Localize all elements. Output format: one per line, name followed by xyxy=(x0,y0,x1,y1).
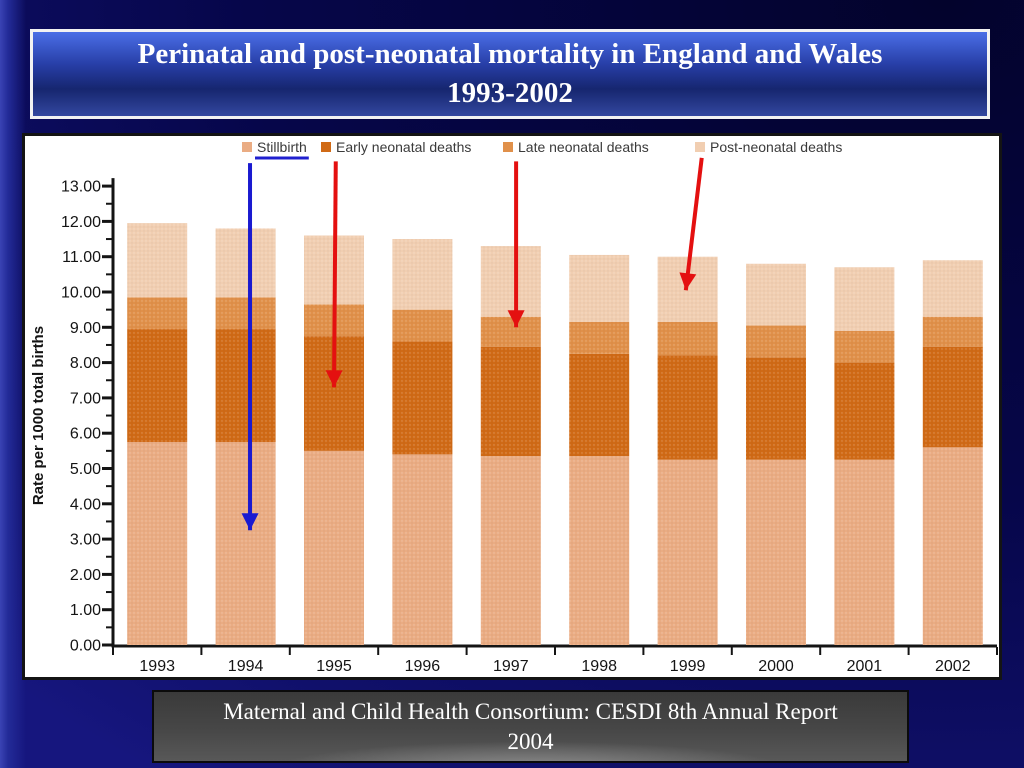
slide-title-line1: Perinatal and post-neonatal mortality in… xyxy=(137,38,883,70)
bar-1993-texture xyxy=(127,223,188,645)
bar-1996-texture xyxy=(392,239,453,646)
x-tick-label-1994: 1994 xyxy=(228,658,264,675)
x-tick-label-2000: 2000 xyxy=(758,658,794,675)
source-caption-box: Maternal and Child Health Consortium: CE… xyxy=(152,690,909,763)
bar-2000-texture xyxy=(746,263,806,645)
y-tick-label: 10.00 xyxy=(61,285,101,302)
legend-underline-stillbirth xyxy=(255,156,309,160)
y-tick-label: 5.00 xyxy=(70,461,101,478)
legend-label-stillbirth: Stillbirth xyxy=(257,139,307,155)
y-axis-title: Rate per 1000 total births xyxy=(30,326,47,505)
legend-swatch-stillbirth xyxy=(242,142,252,152)
bar-1998-texture xyxy=(569,254,630,645)
y-tick-label: 8.00 xyxy=(70,355,101,372)
x-tick-label-1999: 1999 xyxy=(670,658,706,675)
legend-label-late-neonatal-deaths: Late neonatal deaths xyxy=(518,139,649,155)
bar-1994-texture xyxy=(215,228,276,645)
legend-item-stillbirth: Stillbirth xyxy=(242,139,309,160)
legend-swatch-early-neonatal-deaths xyxy=(321,142,331,152)
x-tick-label-2001: 2001 xyxy=(847,658,883,675)
x-tick-label-1998: 1998 xyxy=(581,658,617,675)
legend-item-post-neonatal-deaths: Post-neonatal deaths xyxy=(695,139,842,155)
y-tick-label: 6.00 xyxy=(70,426,101,443)
y-tick-label: 4.00 xyxy=(70,496,101,513)
bar-1999-texture xyxy=(657,256,718,645)
y-tick-label: 13.00 xyxy=(61,179,101,196)
y-tick-label: 12.00 xyxy=(61,214,101,231)
mortality-stacked-bar-chart: 0.00 1.00 2.00 3.00 4.00 5.00 6.00 7.00 8.00 9.00… xyxy=(30,139,998,675)
legend-swatch-post-neonatal-deaths xyxy=(695,142,705,152)
x-tick-label-1997: 1997 xyxy=(493,658,529,675)
legend-swatch-late-neonatal-deaths xyxy=(503,142,513,152)
chart-panel: 0.00 1.00 2.00 3.00 4.00 5.00 6.00 7.00 8.00 9.00… xyxy=(22,133,1002,680)
x-tick-label-2002: 2002 xyxy=(935,658,971,675)
y-tick-label: 1.00 xyxy=(70,602,101,619)
early-neonatal-arrow xyxy=(325,161,343,388)
y-tick-label: 3.00 xyxy=(70,532,101,549)
legend-label-early-neonatal-deaths: Early neonatal deaths xyxy=(336,139,471,155)
y-tick-label: 0.00 xyxy=(70,638,101,655)
y-tick-label: 11.00 xyxy=(62,249,101,266)
y-tick-label: 7.00 xyxy=(70,390,101,407)
bar-2001-texture xyxy=(834,267,895,645)
bar-1997-texture xyxy=(480,246,541,646)
caption-line1: Maternal and Child Health Consortium: CE… xyxy=(223,699,838,724)
y-tick-label: 9.00 xyxy=(70,320,101,337)
bar-2002-texture xyxy=(922,260,983,645)
legend-item-early-neonatal-deaths: Early neonatal deaths xyxy=(321,139,471,155)
legend-label-post-neonatal-deaths: Post-neonatal deaths xyxy=(710,139,842,155)
x-tick-label-1995: 1995 xyxy=(316,658,352,675)
x-tick-label-1993: 1993 xyxy=(139,658,175,675)
legend-item-late-neonatal-deaths: Late neonatal deaths xyxy=(503,139,649,155)
post-neonatal-arrow xyxy=(679,157,704,291)
slide-title-box: Perinatal and post-neonatal mortality in… xyxy=(30,29,990,119)
y-tick-label: 2.00 xyxy=(70,567,101,584)
caption-line2: 2004 xyxy=(507,729,554,754)
x-tick-label-1996: 1996 xyxy=(405,658,441,675)
slide-title-line2: 1993-2002 xyxy=(447,77,573,109)
